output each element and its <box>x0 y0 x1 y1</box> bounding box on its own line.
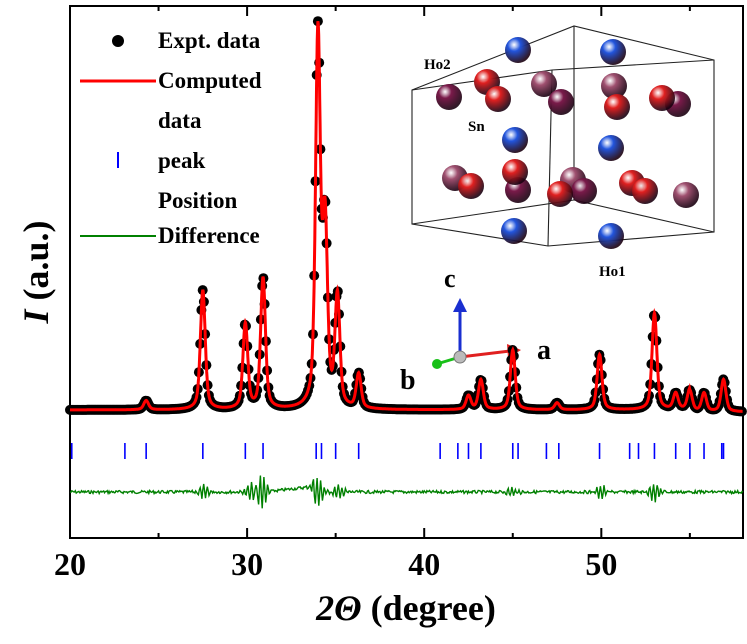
legend-label: data <box>158 108 202 133</box>
axis-c-arrowhead <box>453 298 467 312</box>
atom-ho1 <box>501 218 527 244</box>
atom-mauve <box>673 182 699 208</box>
unit-cell-edge <box>573 199 715 233</box>
y-axis-label: I (a.u.) <box>16 220 56 324</box>
atom-ho2 <box>571 178 597 204</box>
axis-label-a: a <box>537 335 551 366</box>
x-tick-label: 20 <box>54 546 86 582</box>
legend-item-expt: Expt. data <box>112 28 261 53</box>
unit-cell-edge <box>411 199 575 225</box>
axis-label-b: b <box>400 365 416 396</box>
crystal-structure-inset: Ho2 Sn Ho1 c a b <box>400 25 715 396</box>
atom-sn <box>502 159 528 185</box>
atom-sn <box>604 94 630 120</box>
axis-label-c: c <box>444 264 456 293</box>
legend-label: peak <box>158 148 206 173</box>
plot-frame <box>69 5 744 539</box>
atom-mauve <box>601 73 627 99</box>
legend-item-computed: Computed data <box>80 68 262 133</box>
legend-marker <box>112 35 124 47</box>
label-ho2: Ho2 <box>424 57 451 73</box>
legend-label: Difference <box>158 223 260 248</box>
legend: Expt. data Computed data peak Position Differ… <box>80 28 262 248</box>
series-difference <box>69 475 744 509</box>
atom-sn <box>649 85 675 111</box>
label-ho1: Ho1 <box>599 264 626 280</box>
crystal-axes: c a b <box>400 264 551 396</box>
atom-ho1 <box>600 39 626 65</box>
atom-ho2 <box>548 89 574 115</box>
legend-item-difference: Difference <box>80 223 260 248</box>
unit-cell-outline <box>411 25 715 247</box>
atom-ho1 <box>505 37 531 63</box>
atom-sn <box>485 86 511 112</box>
x-axis-label: 2Θ (degree) <box>315 588 496 628</box>
atom-sn <box>458 173 484 199</box>
atom-mauve <box>531 71 557 97</box>
x-axis: 20 30 40 50 <box>54 6 691 582</box>
legend-item-peaks: peak Position <box>117 148 237 213</box>
atom-ho2 <box>436 84 462 110</box>
series-peak-positions <box>70 443 725 459</box>
axis-a-arrow <box>459 349 511 359</box>
x-tick-label: 40 <box>408 546 440 582</box>
x-tick-label: 30 <box>231 546 263 582</box>
atom-sn <box>632 178 658 204</box>
legend-label: Position <box>158 188 237 213</box>
atom-ho1 <box>598 223 624 249</box>
atom-sn <box>547 181 573 207</box>
axis-b-head <box>432 359 442 369</box>
atom-ho1 <box>598 135 624 161</box>
legend-label: Computed <box>158 68 262 93</box>
series-computed-data <box>70 20 743 413</box>
axis-origin <box>453 350 467 364</box>
x-tick-label: 50 <box>585 546 617 582</box>
label-sn: Sn <box>468 119 485 135</box>
legend-label: Expt. data <box>158 28 261 53</box>
atom-ho1 <box>502 127 528 153</box>
unit-cell-edge <box>551 59 715 71</box>
